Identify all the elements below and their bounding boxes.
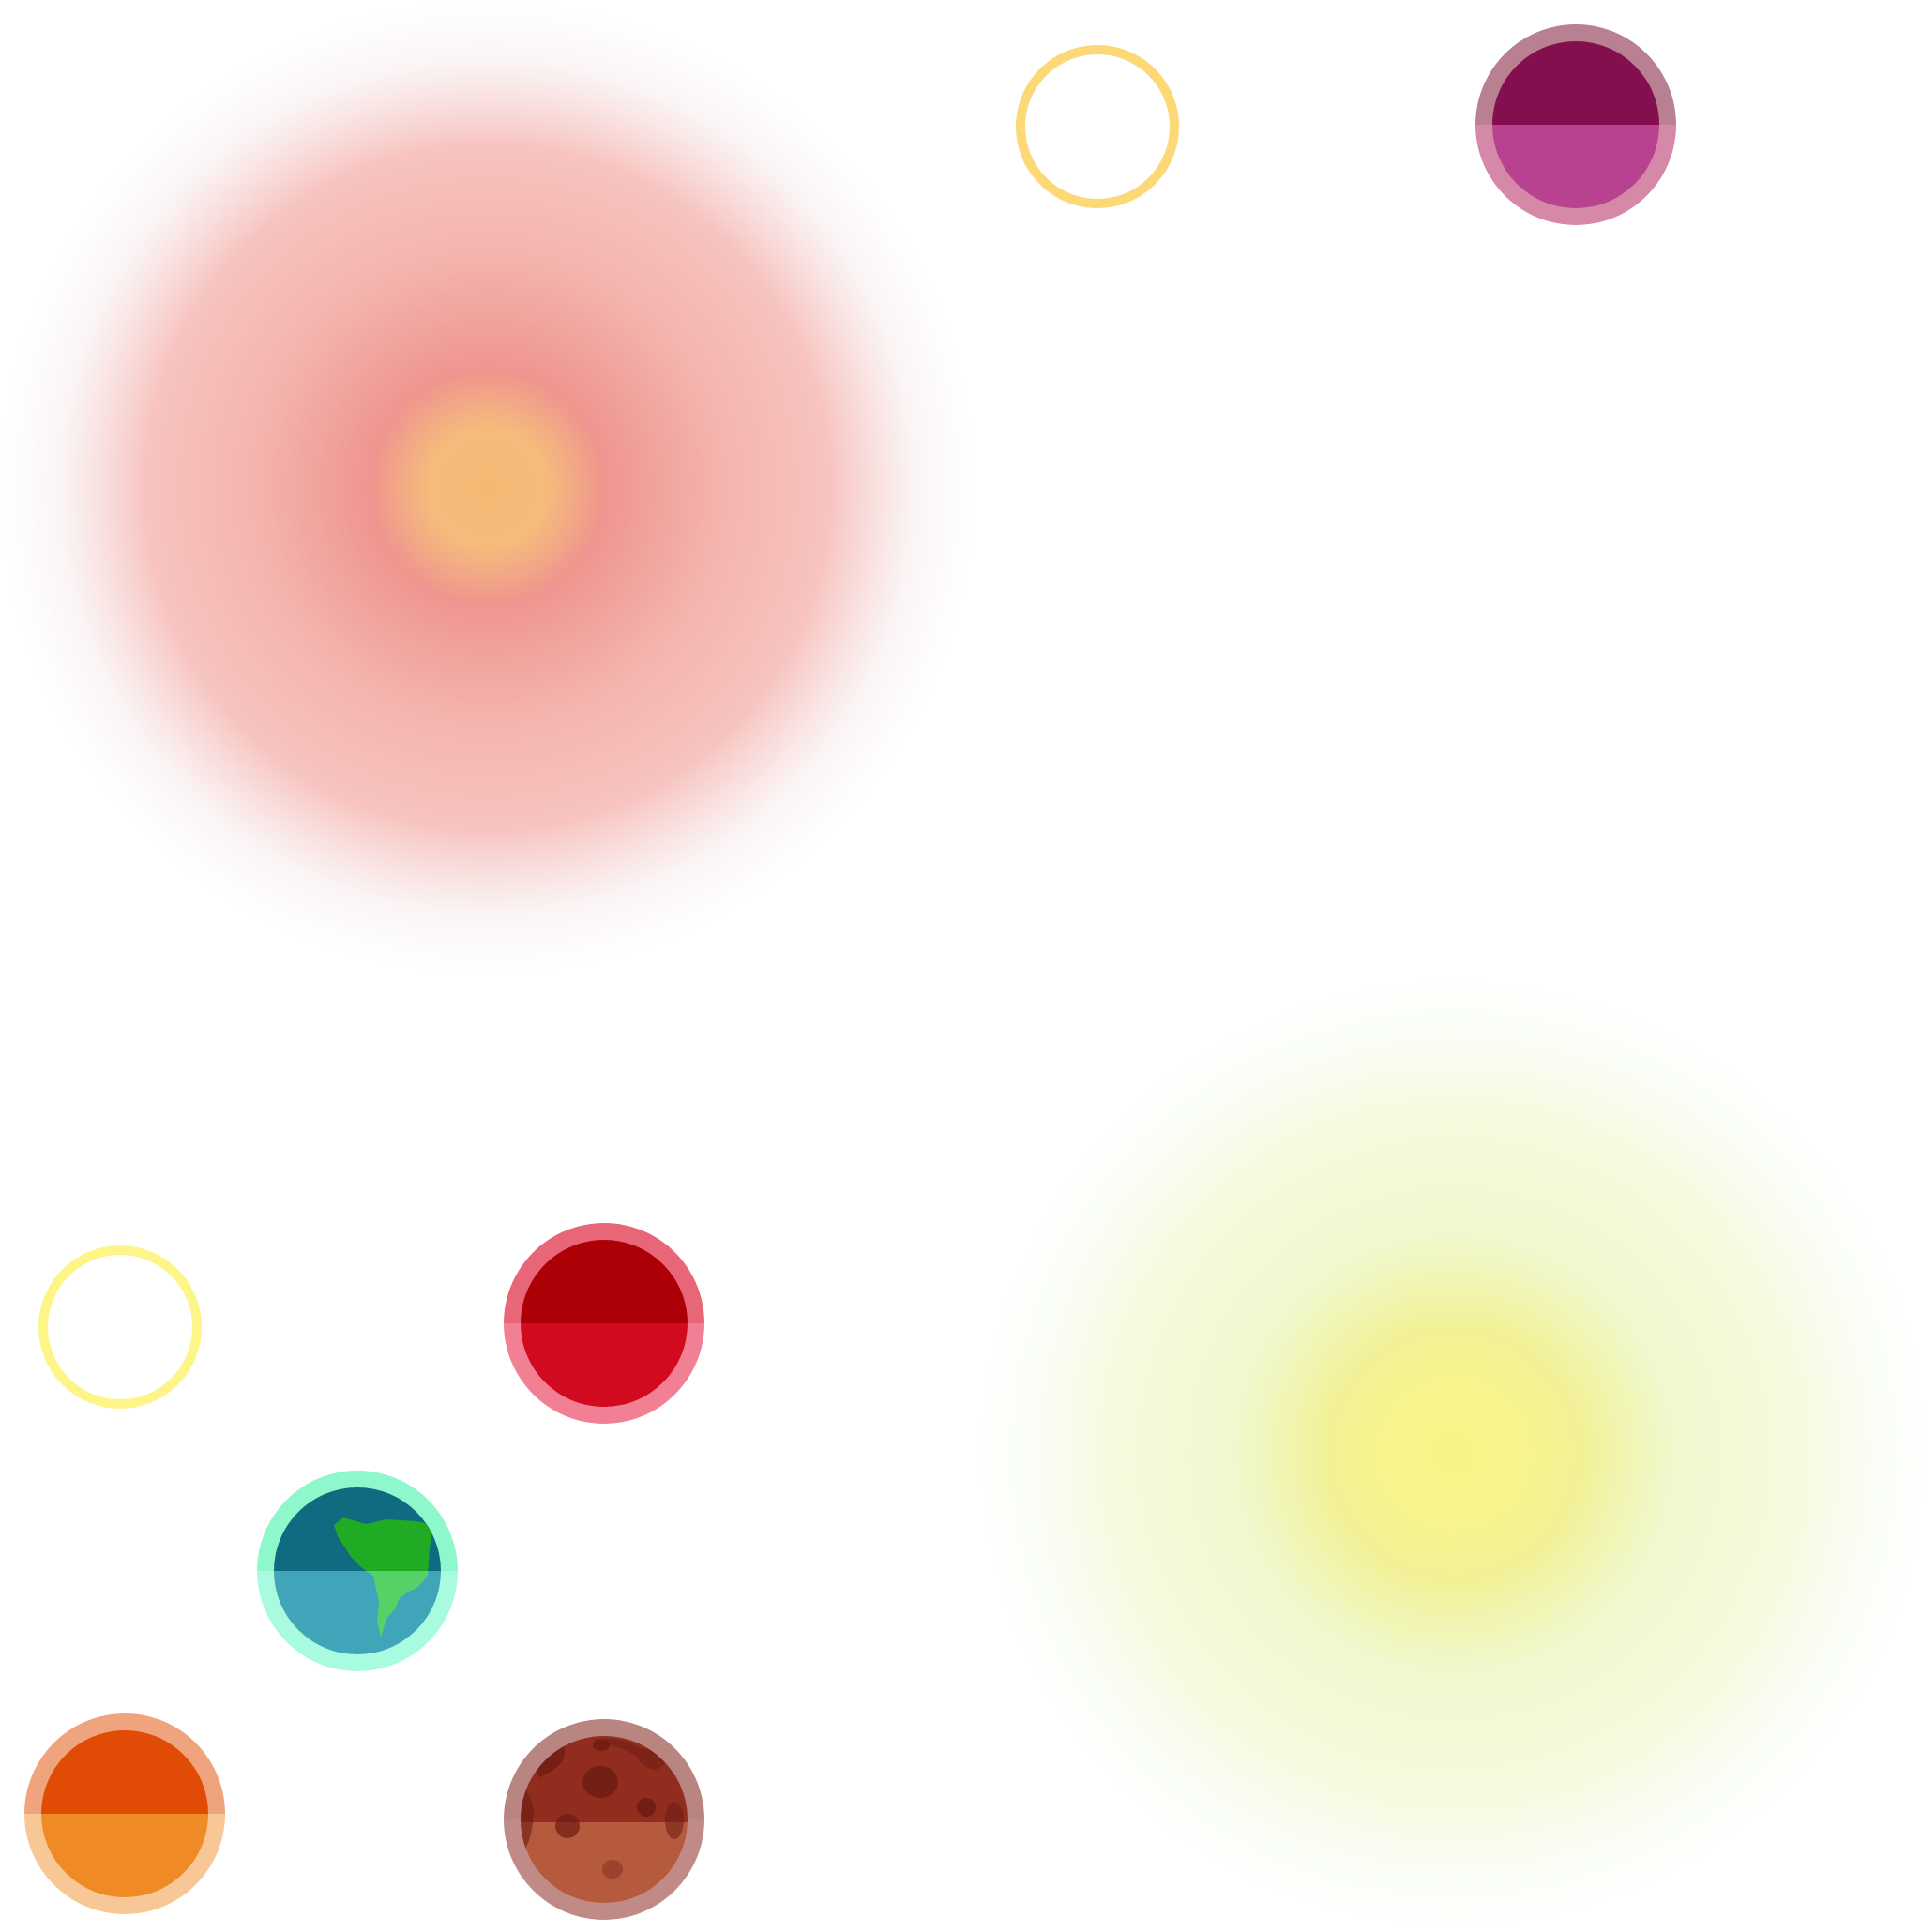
yellow-glow-body — [976, 975, 1921, 1932]
earth-planet-icon — [257, 1471, 458, 1671]
yellow-star-glow — [976, 975, 1921, 1932]
orange-planet-icon — [24, 1713, 225, 1914]
mars-planet-icon — [504, 1719, 704, 1920]
continent-shape — [334, 1517, 433, 1571]
continent-shape-lower — [334, 1571, 433, 1638]
cratered-mars-planet[interactable] — [504, 1719, 704, 1920]
red-giant-star[interactable] — [0, 0, 976, 975]
magenta-planet-icon — [1475, 24, 1676, 225]
earth-like-planet[interactable] — [257, 1471, 458, 1671]
red-planet[interactable] — [504, 1223, 704, 1424]
red-giant-star-glow — [0, 0, 976, 975]
magenta-planet[interactable] — [1475, 24, 1676, 225]
yellow-star[interactable] — [976, 975, 1921, 1932]
yellow-orbit-ring[interactable] — [36, 1243, 204, 1411]
red-glow-body — [0, 0, 976, 975]
gold-ring-shape — [1016, 45, 1179, 208]
orange-planet[interactable] — [24, 1713, 225, 1914]
gold-orbit-ring[interactable] — [1013, 42, 1182, 211]
yellow-ring-shape — [38, 1245, 202, 1409]
red-planet-icon — [504, 1223, 704, 1424]
